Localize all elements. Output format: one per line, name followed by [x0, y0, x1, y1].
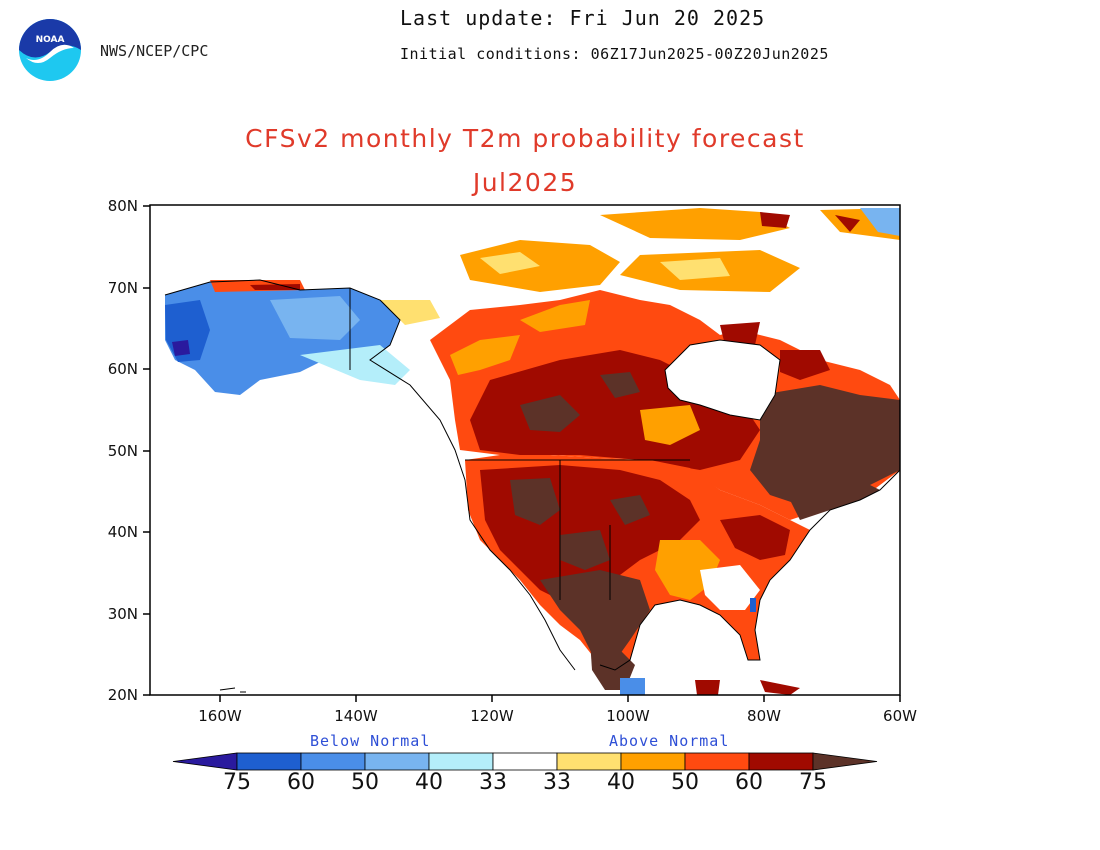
colorbar-label: 75 [799, 770, 827, 795]
colorbar-label: 75 [223, 770, 251, 795]
lon-labels: 160W 140W 120W 100W 80W 60W [198, 707, 917, 725]
arctic-islands-shading [460, 208, 900, 292]
colorbar-segment [492, 752, 558, 771]
lon-label-80w: 80W [747, 707, 781, 725]
map-title: CFSv2 monthly T2m probability forecast [245, 124, 805, 153]
colorbar-label: 33 [543, 770, 571, 795]
coastlines [164, 279, 900, 693]
colorbar-label: 60 [287, 770, 315, 795]
colorbar-segment [748, 752, 814, 771]
lat-label-50n: 50N [108, 442, 138, 460]
lon-label-120w: 120W [470, 707, 514, 725]
hudson-bay [665, 340, 780, 420]
forecast-shading [165, 208, 900, 695]
initial-conditions: Initial conditions: 06Z17Jun2025-00Z20Ju… [400, 45, 829, 63]
last-update: Last update: Fri Jun 20 2025 [400, 6, 766, 30]
axis-ticks [143, 205, 901, 702]
noaa-logo: NOAA [19, 19, 81, 81]
map-subtitle: Jul2025 [472, 168, 578, 197]
colorbar-label: 50 [671, 770, 699, 795]
colorbar-segment [236, 752, 302, 771]
lon-label-160w: 160W [198, 707, 242, 725]
colorbar-segment [812, 752, 878, 771]
above-normal-label: Above Normal [609, 732, 730, 750]
colorbar-segment [684, 752, 750, 771]
lat-label-40n: 40N [108, 523, 138, 541]
colorbar-segment [364, 752, 430, 771]
lat-label-60n: 60N [108, 360, 138, 378]
colorbar-segment [300, 752, 366, 771]
agency-label: NWS/NCEP/CPC [100, 42, 209, 60]
lon-label-100w: 100W [606, 707, 650, 725]
lat-labels: 80N 70N 60N 50N 40N 30N 20N [108, 197, 138, 704]
lat-label-70n: 70N [108, 279, 138, 297]
colorbar-label: 40 [415, 770, 443, 795]
colorbar-segment [428, 752, 494, 771]
noaa-logo-text: NOAA [36, 35, 65, 45]
lat-label-20n: 20N [108, 686, 138, 704]
lon-label-140w: 140W [334, 707, 378, 725]
colorbar-label: 50 [351, 770, 379, 795]
lon-label-60w: 60W [883, 707, 917, 725]
colorbar-label: 60 [735, 770, 763, 795]
colorbar-label: 33 [479, 770, 507, 795]
map-frame [149, 204, 901, 696]
colorbar [172, 752, 878, 771]
lat-label-30n: 30N [108, 605, 138, 623]
colorbar-segment [172, 752, 238, 771]
colorbar-segment [620, 752, 686, 771]
colorbar-segment [556, 752, 622, 771]
lat-label-80n: 80N [108, 197, 138, 215]
colorbar-label: 40 [607, 770, 635, 795]
mexico-shading [590, 640, 635, 690]
below-normal-label: Below Normal [310, 732, 431, 750]
